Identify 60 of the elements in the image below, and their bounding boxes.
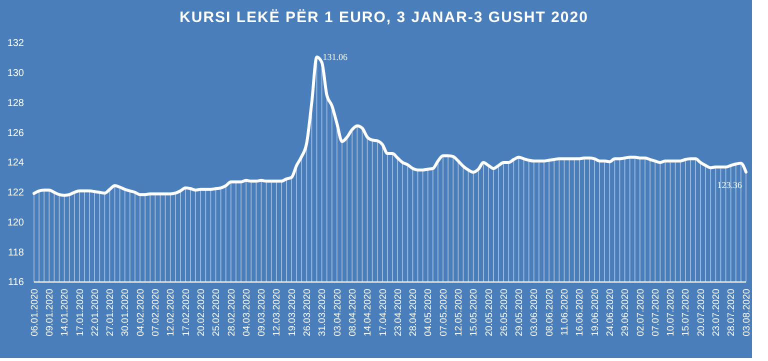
y-tick-label: 124 xyxy=(7,158,24,169)
y-tick-label: 122 xyxy=(7,188,24,199)
x-tick-label: 16.06.2020 xyxy=(574,288,586,336)
x-tick-label: 17.01.2020 xyxy=(74,288,86,336)
x-tick-label: 19.06.2020 xyxy=(590,288,601,336)
y-tick-label: 116 xyxy=(8,277,24,288)
y-tick-label: 132 xyxy=(7,38,24,50)
x-tick-label: 28.02.2020 xyxy=(226,288,238,336)
x-tick-label: 02.07.2020 xyxy=(635,288,646,336)
x-tick-label: 31.03.2020 xyxy=(317,288,328,336)
x-tick-label: 07.02.2020 xyxy=(150,288,162,336)
x-tick-label: 29.05.2020 xyxy=(514,288,526,336)
x-tick-label: 27.01.2020 xyxy=(105,288,116,336)
x-tick-label: 08.06.2020 xyxy=(544,288,556,336)
y-tick-label: 128 xyxy=(7,98,24,109)
x-tick-label: 28.04.2020 xyxy=(408,288,420,336)
y-tick-label: 126 xyxy=(7,128,24,139)
x-tick-label: 10.07.2020 xyxy=(666,288,677,336)
x-tick-label: 12.02.2020 xyxy=(166,288,177,336)
x-tick-label: 19.03.2020 xyxy=(286,288,298,336)
x-tick-label: 07.05.2020 xyxy=(438,288,450,336)
x-tick-label: 26.05.2020 xyxy=(498,288,510,336)
x-tick-label: 22.01.2020 xyxy=(90,288,101,336)
x-tick-label: 23.04.2020 xyxy=(392,288,404,336)
x-tick-label: 29.06.2020 xyxy=(620,288,632,336)
x-tick-label: 23.07.2020 xyxy=(711,288,722,336)
y-tick-label: 118 xyxy=(8,247,24,258)
x-tick-label: 12.03.2020 xyxy=(272,288,283,336)
x-tick-label: 11.06.2020 xyxy=(560,288,571,336)
x-tick-label: 09.01.2020 xyxy=(44,288,56,336)
x-tick-label: 15.07.2020 xyxy=(680,288,692,336)
x-tick-label: 03.04.2020 xyxy=(332,288,344,336)
x-tick-label: 25.02.2020 xyxy=(211,288,222,336)
data-label: 131.06 xyxy=(322,52,348,62)
x-tick-label: 08.04.2020 xyxy=(347,288,358,336)
x-tick-label: 28.07.2020 xyxy=(726,288,738,336)
x-tick-label: 09.03.2020 xyxy=(256,288,268,336)
x-tick-label: 20.02.2020 xyxy=(196,288,207,336)
x-tick-label: 04.03.2020 xyxy=(241,288,252,336)
x-tick-label: 30.01.2020 xyxy=(120,288,132,336)
x-tick-label: 14.01.2020 xyxy=(60,288,71,336)
x-tick-label: 07.07.2020 xyxy=(650,288,662,336)
x-tick-label: 26.03.2020 xyxy=(302,288,314,336)
x-tick-label: 14.04.2020 xyxy=(362,288,374,336)
x-tick-label: 17.02.2020 xyxy=(180,288,192,336)
x-tick-label: 20.07.2020 xyxy=(696,288,707,336)
y-tick-label: 120 xyxy=(7,217,24,228)
x-tick-label: 04.05.2020 xyxy=(423,288,434,336)
x-tick-label: 04.02.2020 xyxy=(135,288,146,336)
data-label: 123.36 xyxy=(717,180,742,190)
x-tick-label: 12.05.2020 xyxy=(453,288,464,336)
chart-title: KURSI LEKË PËR 1 EURO, 3 JANAR-3 GUSHT 2020 xyxy=(180,9,588,26)
x-tick-label: 24.06.2020 xyxy=(604,288,616,336)
x-tick-label: 03.06.2020 xyxy=(529,288,540,336)
x-tick-label: 17.04.2020 xyxy=(378,288,389,336)
x-tick-label: 06.01.2020 xyxy=(29,288,40,336)
x-tick-label: 20.05.2020 xyxy=(484,288,495,336)
y-tick-label: 130 xyxy=(7,68,24,80)
x-tick-label: 15.05.2020 xyxy=(468,288,480,336)
x-tick-label: 03.08.2020 xyxy=(741,288,752,336)
